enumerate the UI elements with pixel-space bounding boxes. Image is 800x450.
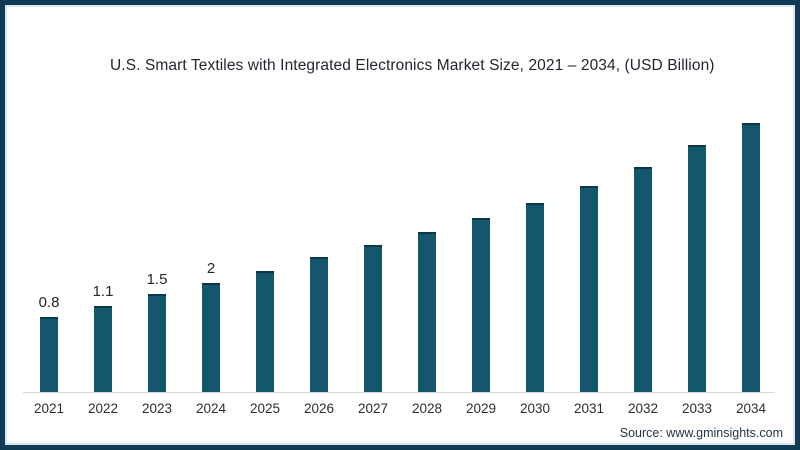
x-axis-tick-label: 2021	[33, 401, 65, 416]
x-axis-tick-label: 2022	[87, 401, 119, 416]
bar-column	[238, 248, 292, 392]
x-axis-line	[23, 392, 775, 393]
bar-column	[400, 209, 454, 392]
bar	[256, 271, 274, 392]
bar-column	[562, 163, 616, 392]
x-axis-tick-label: 2031	[573, 401, 605, 416]
x-axis-tick-label: 2025	[249, 401, 281, 416]
x-axis-tick-label: 2030	[519, 401, 551, 416]
bar	[310, 257, 328, 392]
x-axis-tick-label: 2032	[627, 401, 659, 416]
bar-column	[670, 122, 724, 392]
bar-column: 0.8	[22, 294, 76, 392]
x-axis-tick-label: 2027	[357, 401, 389, 416]
chart-title: U.S. Smart Textiles with Integrated Elec…	[110, 57, 715, 74]
bar-column	[724, 100, 778, 392]
x-axis-tick-label: 2028	[411, 401, 443, 416]
bar-column	[508, 180, 562, 392]
bar-column	[616, 144, 670, 392]
bar-column: 1.1	[76, 283, 130, 392]
bar	[202, 283, 220, 392]
bar	[742, 123, 760, 392]
bar-value-label: 1.1	[92, 283, 114, 300]
bar	[472, 218, 490, 392]
bar-column: 1.5	[130, 271, 184, 392]
bar-column	[454, 195, 508, 392]
bar	[580, 186, 598, 392]
source-attribution: Source: www.gminsights.com	[619, 426, 783, 440]
x-axis-tick-label: 2033	[681, 401, 713, 416]
bar-value-label: 2	[206, 260, 216, 277]
x-axis-tick-label: 2029	[465, 401, 497, 416]
bar	[40, 317, 58, 392]
bars-area: 0.8 1.1 1.5 2	[22, 82, 778, 392]
x-axis-labels: 2021 2022 2023 2024 2025 2026 2027 2028 …	[22, 401, 778, 416]
x-axis-tick-label: 2034	[735, 401, 767, 416]
bar	[94, 306, 112, 392]
bar-value-label: 1.5	[146, 271, 168, 288]
bar-value-label: 0.8	[38, 294, 60, 311]
bar	[418, 232, 436, 392]
bar	[148, 294, 166, 392]
bar-column	[346, 222, 400, 392]
bar-column: 2	[184, 260, 238, 392]
x-axis-tick-label: 2023	[141, 401, 173, 416]
x-axis-tick-label: 2026	[303, 401, 335, 416]
bar-column	[292, 234, 346, 392]
bar	[364, 245, 382, 392]
bar	[634, 167, 652, 392]
bar	[526, 203, 544, 392]
bar	[688, 145, 706, 392]
x-axis-tick-label: 2024	[195, 401, 227, 416]
